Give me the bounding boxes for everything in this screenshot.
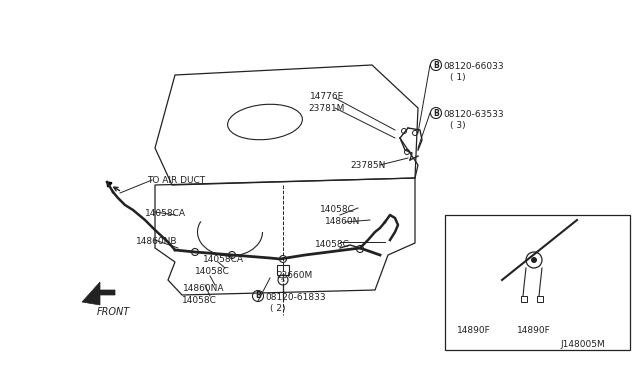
Text: FRONT: FRONT	[97, 307, 131, 317]
Circle shape	[280, 256, 287, 263]
Text: ( 1): ( 1)	[450, 73, 466, 82]
Text: ( 3): ( 3)	[450, 121, 466, 130]
Text: 23785N: 23785N	[350, 161, 385, 170]
Text: ( 2): ( 2)	[270, 304, 285, 313]
Circle shape	[191, 248, 198, 256]
Text: 23781M: 23781M	[308, 104, 344, 113]
Circle shape	[356, 246, 364, 253]
Text: 14058CA: 14058CA	[145, 209, 186, 218]
Text: 22660M: 22660M	[276, 271, 312, 280]
Text: 14860NB: 14860NB	[136, 237, 177, 246]
Text: 14058C: 14058C	[195, 267, 230, 276]
Text: 14058CA: 14058CA	[203, 255, 244, 264]
Text: B: B	[433, 61, 439, 70]
Text: 08120-66033: 08120-66033	[443, 62, 504, 71]
Text: 14058C: 14058C	[182, 296, 217, 305]
Text: 14890F: 14890F	[457, 326, 491, 335]
Text: B: B	[433, 109, 439, 118]
Circle shape	[531, 257, 537, 263]
Text: 14058C: 14058C	[320, 205, 355, 214]
Text: 08120-63533: 08120-63533	[443, 110, 504, 119]
Text: TO AIR DUCT: TO AIR DUCT	[147, 176, 205, 185]
Text: 08120-61833: 08120-61833	[265, 293, 326, 302]
Text: J148005M: J148005M	[560, 340, 605, 349]
Text: 14058C: 14058C	[315, 240, 350, 249]
Text: 14890F: 14890F	[517, 326, 551, 335]
Text: 14776E: 14776E	[310, 92, 344, 101]
FancyArrow shape	[107, 182, 112, 187]
Text: B: B	[255, 292, 261, 301]
Polygon shape	[82, 282, 115, 305]
Text: 14860NA: 14860NA	[183, 284, 225, 293]
Text: S: S	[281, 278, 285, 282]
Circle shape	[228, 251, 236, 259]
Text: 14860N: 14860N	[325, 217, 360, 226]
